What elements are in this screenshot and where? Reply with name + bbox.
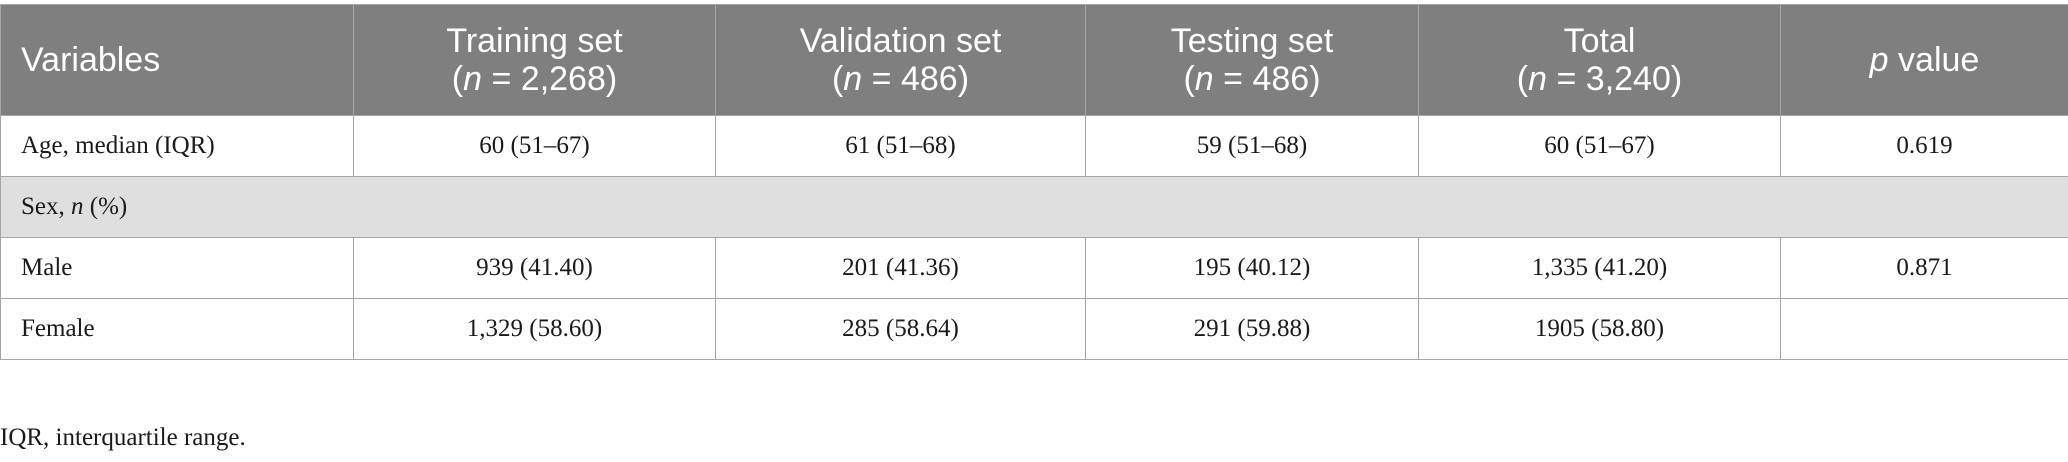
table-cell: 61 (51–68) [715,115,1086,177]
table-cell: 201 (41.36) [715,237,1086,299]
section-label: Sex, n (%) [0,176,2068,238]
table-body: Age, median (IQR) 60 (51–67) 61 (51–68) … [0,115,2068,360]
section-label-suffix: (%) [83,193,128,220]
header-variables-label: Variables [21,41,161,79]
table-row-male: Male 939 (41.40) 201 (41.36) 195 (40.12)… [0,237,2068,299]
table-row-age: Age, median (IQR) 60 (51–67) 61 (51–68) … [0,115,2068,177]
table-cell: 939 (41.40) [353,237,716,299]
header-training-n-symbol: n [463,60,483,98]
header-validation-n-value: = 486) [862,60,970,98]
section-label-n: n [71,193,84,220]
header-training-label: Training set [446,22,623,60]
table-row-sex-section: Sex, n (%) [0,176,2068,238]
header-training-n: (n = 2,268) [451,60,618,98]
table-footnote: IQR, interquartile range. [0,424,246,451]
header-testing-label: Testing set [1170,22,1334,60]
section-label-prefix: Sex, [21,193,71,220]
table-cell: 0.871 [1780,237,2068,299]
table-cell: 59 (51–68) [1085,115,1419,177]
header-validation-n: (n = 486) [831,60,970,98]
header-validation-set: Validation set (n = 486) [715,4,1086,116]
header-p-value: p value [1780,4,2068,116]
table-cell: 1905 (58.80) [1418,298,1781,360]
row-label: Female [0,298,354,360]
header-validation-n-symbol: n [843,60,863,98]
header-total-n: (n = 3,240) [1516,60,1683,98]
table-row-female: Female 1,329 (58.60) 285 (58.64) 291 (59… [0,298,2068,360]
header-validation-label: Validation set [799,22,1002,60]
header-row: Variables Training set (n = 2,268) Valid… [0,4,2068,116]
header-variables: Variables [0,4,354,116]
data-table: Variables Training set (n = 2,268) Valid… [0,4,2068,360]
header-training-n-value: = 2,268) [482,60,618,98]
table-cell: 60 (51–67) [353,115,716,177]
table-cell: 0.619 [1780,115,2068,177]
header-total-n-value: = 3,240) [1547,60,1683,98]
table-header: Variables Training set (n = 2,268) Valid… [0,4,2068,116]
header-training-set: Training set (n = 2,268) [353,4,716,116]
table-cell: 195 (40.12) [1085,237,1419,299]
header-testing-n-symbol: n [1194,60,1214,98]
row-label: Male [0,237,354,299]
header-testing-n-value: = 486) [1213,60,1321,98]
table-cell: 285 (58.64) [715,298,1086,360]
header-total: Total (n = 3,240) [1418,4,1781,116]
header-total-label: Total [1563,22,1636,60]
table-cell: 291 (59.88) [1085,298,1419,360]
header-testing-n: (n = 486) [1183,60,1321,98]
table-cell: 60 (51–67) [1418,115,1781,177]
header-total-n-symbol: n [1528,60,1548,98]
table-cell: 1,335 (41.20) [1418,237,1781,299]
header-testing-set: Testing set (n = 486) [1085,4,1419,116]
header-p-rest: value [1888,41,1980,79]
table-cell [1780,298,2068,360]
table-cell: 1,329 (58.60) [353,298,716,360]
header-p-symbol: p [1869,41,1889,79]
row-label: Age, median (IQR) [0,115,354,177]
